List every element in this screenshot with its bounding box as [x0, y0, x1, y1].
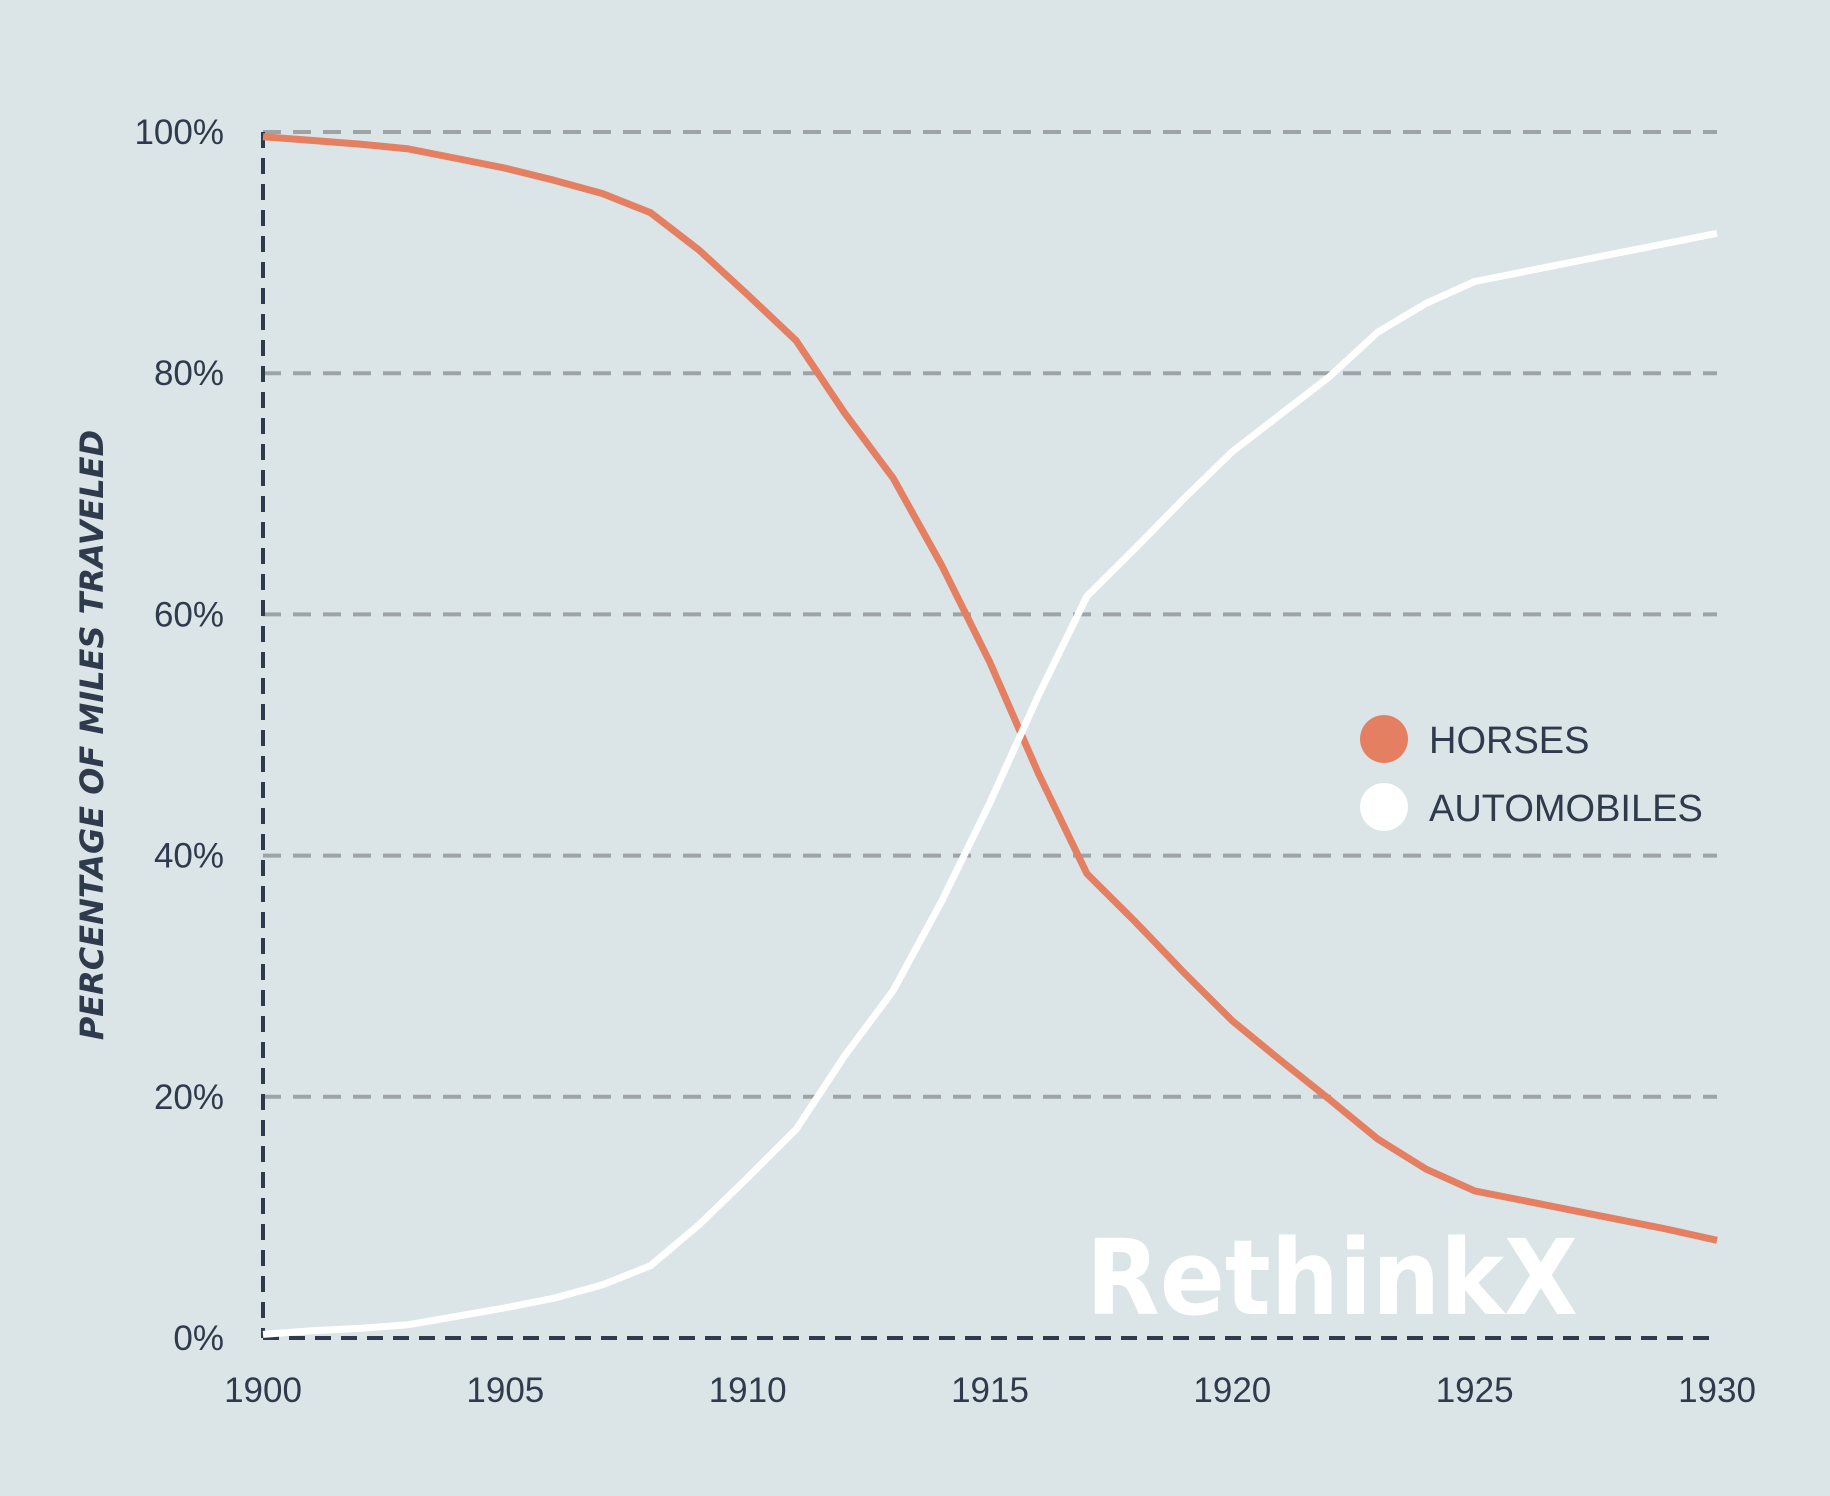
x-tick-label-1930: 1930	[1678, 1371, 1756, 1410]
x-tick-label-1910: 1910	[709, 1371, 787, 1410]
series-line-horses	[262, 133, 1718, 1244]
y-axis-title: PERCENTAGE OF MILES TRAVELED	[73, 430, 111, 1040]
x-tick-label-1925: 1925	[1436, 1371, 1514, 1410]
tick-labels: 0% 20% 40% 60% 80% 100% 1900 1905 1910 1915 1920 19…	[134, 113, 1755, 1410]
x-tick-label-1915: 1915	[951, 1371, 1029, 1410]
y-tick-label-100: 100%	[134, 113, 224, 152]
x-tick-label-1900: 1900	[224, 1371, 302, 1410]
y-tick-label-60: 60%	[154, 595, 224, 634]
x-tick-label-1905: 1905	[466, 1371, 544, 1410]
legend-label-automobiles: AUTOMOBILES	[1429, 788, 1703, 830]
rethinkx-logo: RethinkX	[1086, 1217, 1578, 1339]
y-tick-label-80: 80%	[154, 354, 224, 393]
series-line-automobiles	[262, 229, 1718, 1338]
axes	[261, 132, 1717, 1340]
y-tick-label-20: 20%	[154, 1078, 224, 1117]
x-tick-label-1920: 1920	[1193, 1371, 1271, 1410]
y-tick-label-0: 0%	[173, 1319, 224, 1358]
legend-item-automobiles: AUTOMOBILES	[1360, 783, 1703, 831]
logo-text: RethinkX	[1086, 1217, 1578, 1339]
series-lines	[262, 133, 1718, 1338]
gridlines	[263, 130, 1717, 1099]
y-tick-label-40: 40%	[154, 837, 224, 876]
legend-marker-horses	[1360, 715, 1408, 763]
legend: HORSES AUTOMOBILES	[1360, 715, 1703, 831]
legend-marker-automobiles	[1360, 783, 1408, 831]
legend-item-horses: HORSES	[1360, 715, 1589, 763]
legend-label-horses: HORSES	[1429, 720, 1589, 762]
